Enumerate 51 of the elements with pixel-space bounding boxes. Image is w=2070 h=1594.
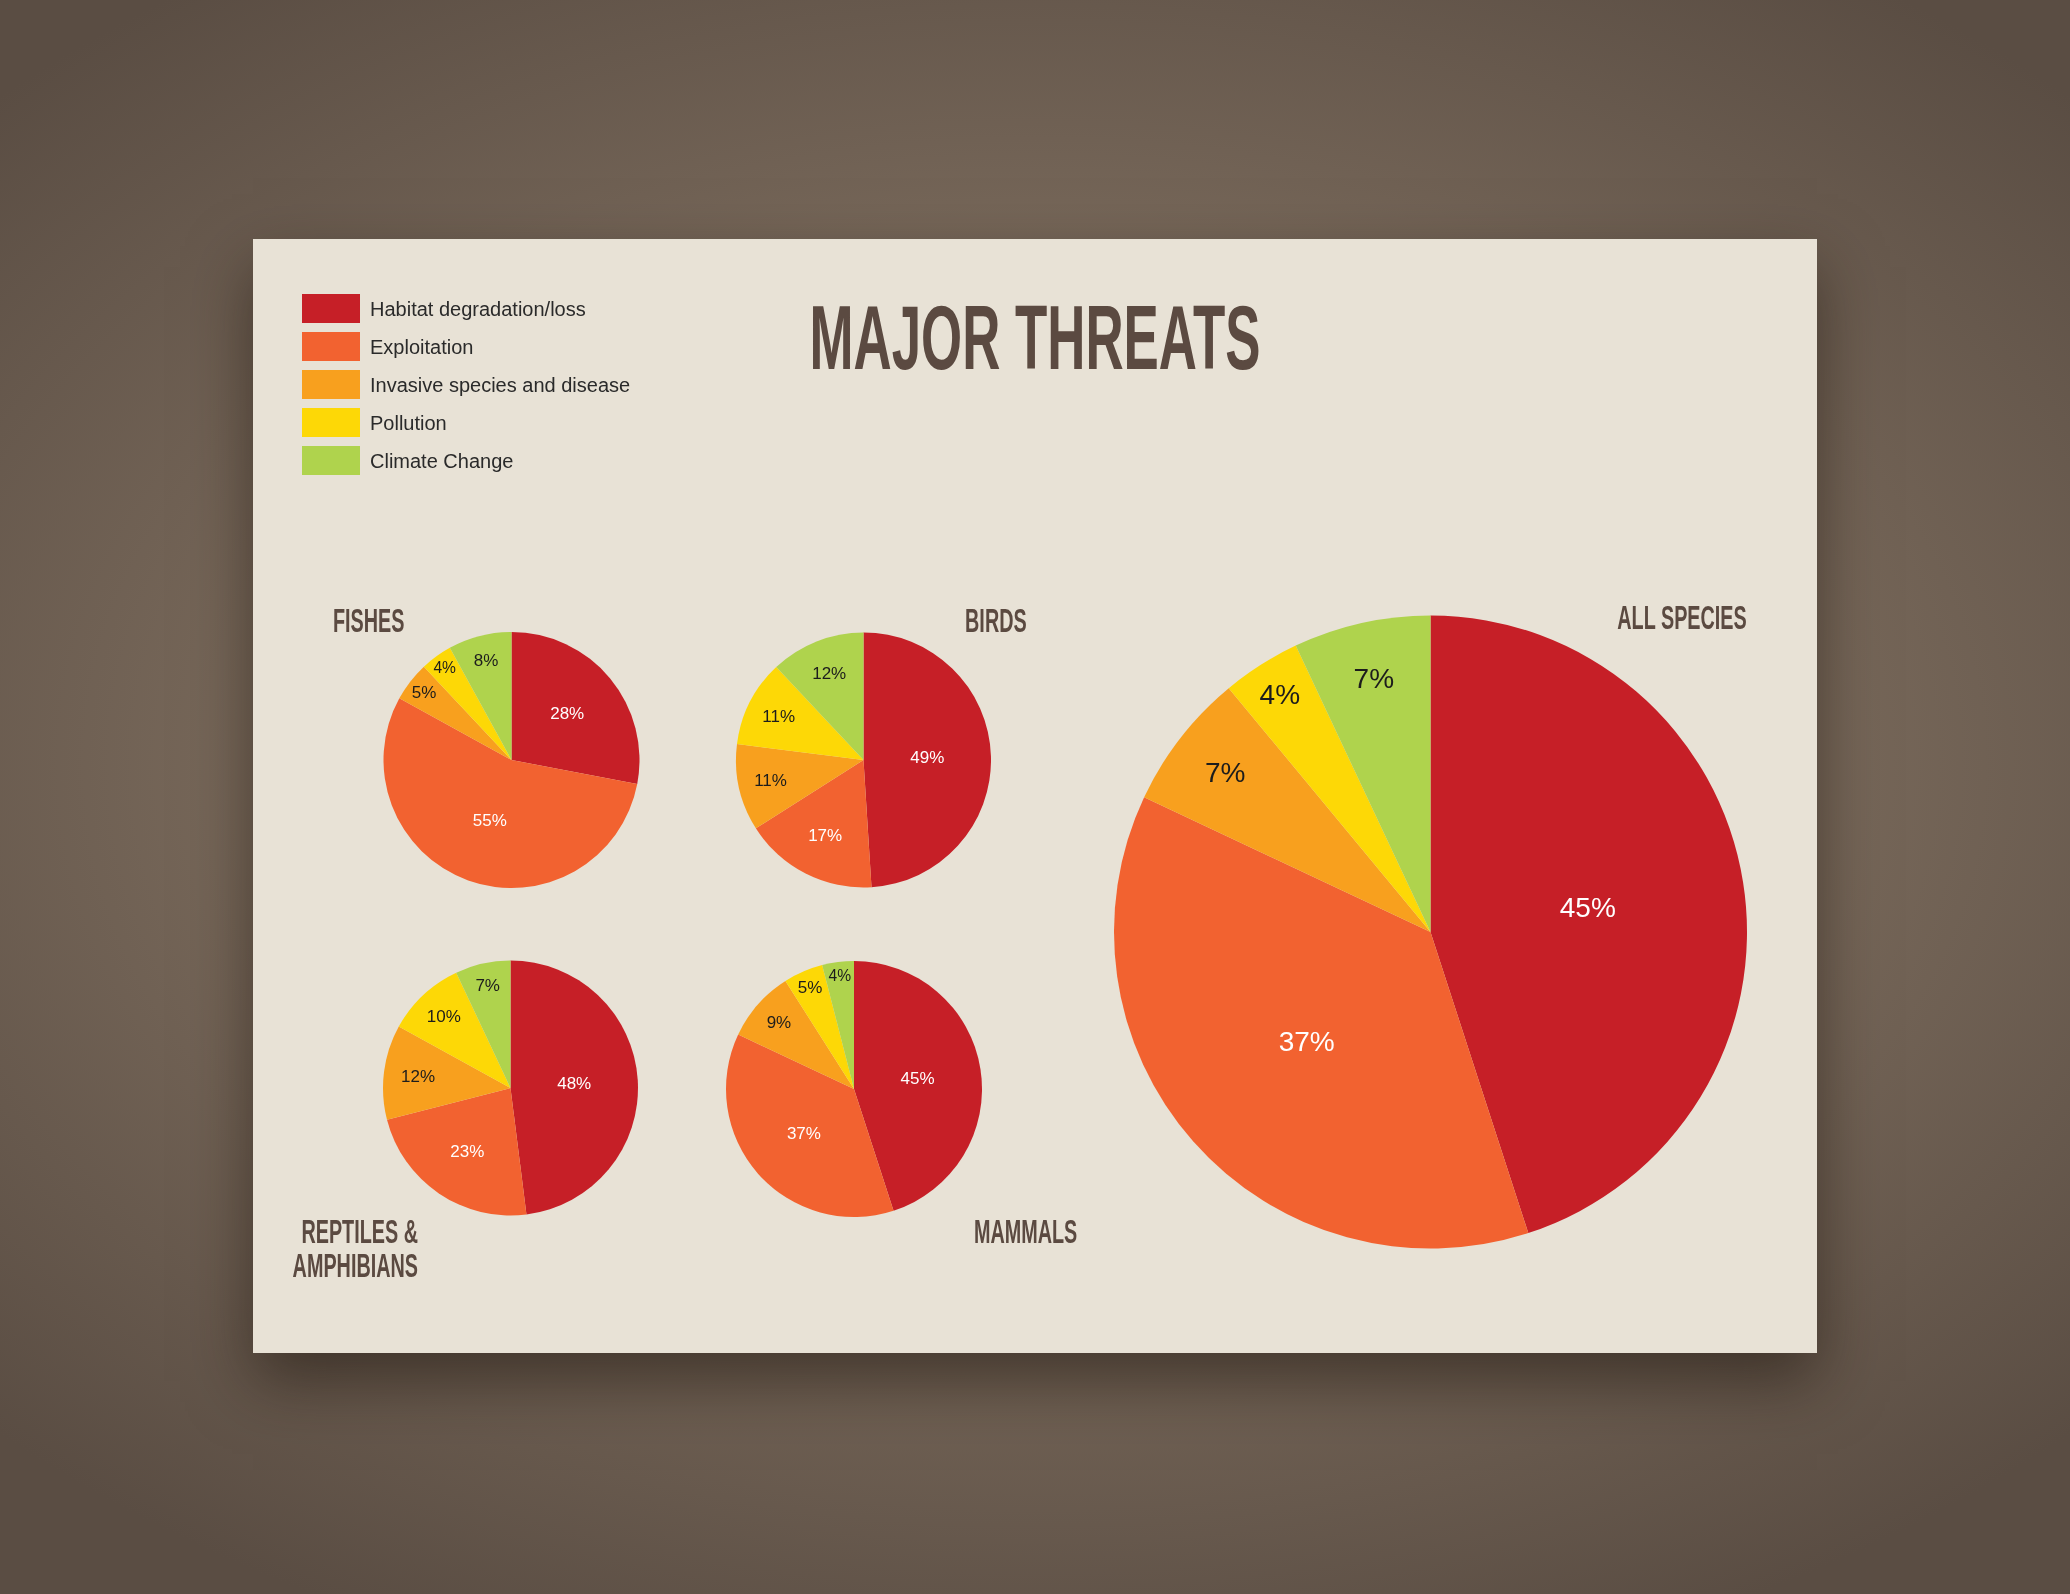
data-label: 23% [450,1141,485,1161]
data-label: 37% [786,1123,821,1143]
pie-slice [1114,797,1529,1249]
pie-slice [398,972,511,1088]
data-label: 12% [812,663,847,683]
legend-label: Pollution [370,412,447,435]
data-label: 4% [828,967,852,985]
text: MAJOR THREATS [809,287,1261,388]
text: MAMMALS [973,1213,1077,1250]
chart-title: BIRDS [965,602,1027,639]
legend-label: Invasive species and disease [370,374,631,397]
text: REPTILES & AMPHIBIANS [291,1213,418,1284]
data-label: 45% [900,1069,935,1089]
data-label: 37% [1278,1025,1335,1057]
pie-slice [510,960,638,1215]
data-label: 9% [766,1013,792,1033]
pie-slice [737,667,864,760]
pie-slice [822,961,854,1089]
data-label: 28% [550,704,585,724]
data-label: 4% [433,659,457,677]
data-label: 4% [1259,679,1301,711]
pie-slice [383,698,638,888]
data-label: 7% [1353,662,1395,694]
data-label: 55% [472,810,507,830]
data-label: 7% [1204,757,1246,789]
pie-slice [736,744,864,829]
pie-slice [726,1034,894,1217]
data-label: 5% [411,682,437,702]
legend-label: Climate Change [370,450,514,473]
data-label: 12% [401,1066,436,1086]
data-label: 45% [1559,891,1616,923]
data-label: 11% [754,771,787,791]
data-label: 48% [557,1074,592,1094]
pie-slice [387,1088,527,1216]
pie-slice [863,632,991,888]
legend-label: Exploitation [370,336,474,359]
data-label: 17% [808,825,843,845]
data-label: 5% [797,977,823,997]
data-label: 11% [762,707,796,727]
pie-slice [738,980,854,1089]
data-label: 49% [910,748,945,768]
data-label: 7% [475,976,500,996]
data-label: 8% [473,651,499,671]
pie-slice [511,632,640,784]
chart-title: ALL SPECIES [1617,599,1747,636]
pie-slice [854,961,982,1211]
data-label: 10% [426,1007,461,1027]
legend-label: Habitat degradation/loss [370,298,586,321]
text: FISHES [333,602,405,639]
pie-slice [755,760,872,888]
pie-slice [383,1026,511,1120]
